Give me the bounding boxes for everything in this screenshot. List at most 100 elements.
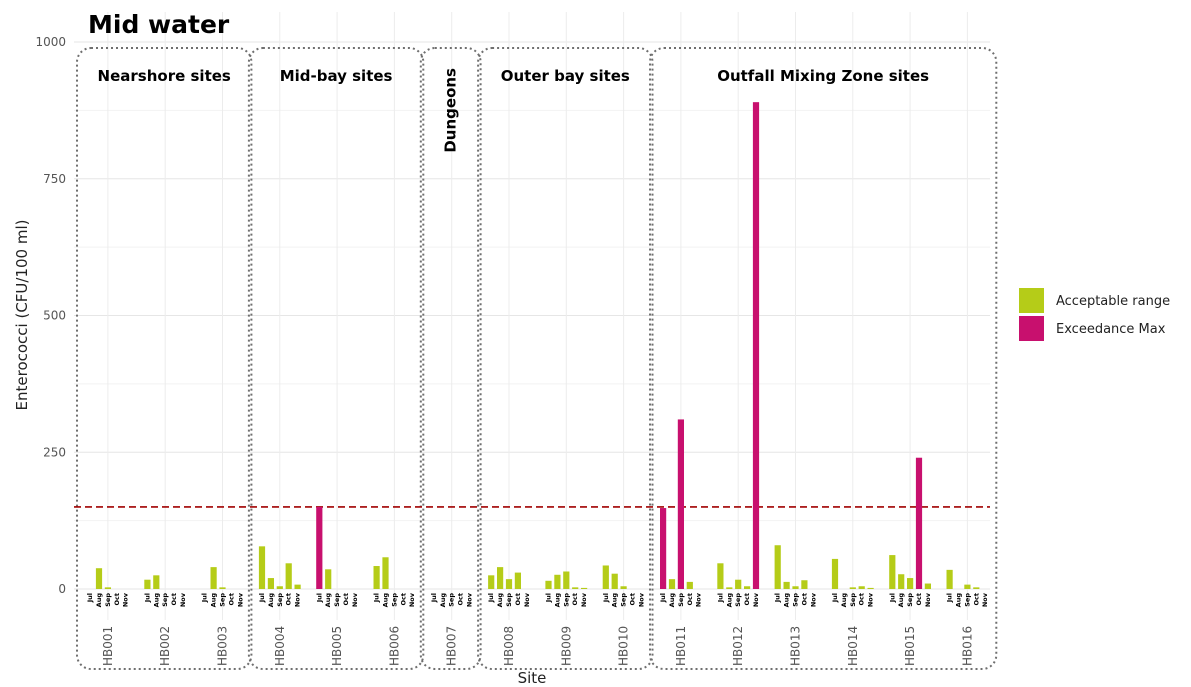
bar-HB011-jul (660, 508, 666, 589)
month-tick-label: Oct (342, 593, 350, 606)
legend: Acceptable range Exceedance Max (1019, 288, 1170, 341)
month-tick-label: Aug (210, 593, 218, 608)
month-tick-label: Aug (668, 593, 676, 608)
site-tick-label: HB012 (731, 626, 745, 666)
month-tick-label: Sep (333, 593, 341, 607)
month-tick-label: Nov (695, 592, 703, 607)
month-tick-label: Nov (466, 592, 474, 607)
bar-HB012-aug (726, 587, 732, 589)
month-tick-label: Sep (390, 593, 398, 607)
month-tick-label: Oct (227, 593, 235, 606)
legend-swatch-acceptable (1019, 288, 1044, 313)
month-tick-label: Sep (963, 593, 971, 607)
bar-HB009-aug (554, 575, 560, 589)
month-tick-label: Jul (258, 593, 266, 603)
month-tick-label: Oct (285, 593, 293, 606)
month-tick-label: Oct (743, 593, 751, 606)
bar-HB016-oct (973, 587, 979, 589)
month-tick-label: Oct (629, 593, 637, 606)
bar-HB009-oct (572, 587, 578, 589)
month-tick-label: Sep (161, 593, 169, 607)
month-tick-label: Aug (382, 593, 390, 608)
bar-layer (96, 102, 980, 589)
month-tick-label: Sep (734, 593, 742, 607)
month-tick-label: Sep (562, 593, 570, 607)
site-tick-label: HB008 (502, 626, 516, 666)
site-tick-label: HB005 (330, 626, 344, 666)
group-panel (650, 48, 996, 669)
month-tick-label: Nov (981, 592, 989, 607)
month-tick-label: Jul (487, 593, 495, 603)
bar-HB004-sep (277, 586, 283, 589)
site-tick-label: HB011 (674, 626, 688, 666)
y-tick-label: 750 (43, 172, 66, 186)
month-tick-label: Nov (637, 592, 645, 607)
group-title: Outfall Mixing Zone sites (717, 67, 929, 85)
bar-HB016-jul (947, 570, 953, 589)
bar-HB001-sep (105, 587, 111, 589)
month-tick-label: Aug (783, 593, 791, 608)
month-tick-label: Aug (897, 593, 905, 608)
month-tick-label: Sep (448, 593, 456, 607)
month-tick-label: Jul (602, 593, 610, 603)
month-tick-label: Jul (315, 593, 323, 603)
bar-HB014-nov (868, 588, 874, 589)
month-tick-label: Jul (201, 593, 209, 603)
bar-HB013-oct (801, 580, 807, 589)
month-tick-label: Aug (611, 593, 619, 608)
site-tick-label: HB015 (903, 626, 917, 666)
month-tick-label: Jul (831, 593, 839, 603)
legend-label-exceedance: Exceedance Max (1056, 322, 1166, 337)
y-tick-label: 250 (43, 445, 66, 459)
month-tick-label: Aug (95, 593, 103, 608)
month-tick-label: Jul (143, 593, 151, 603)
site-tick-label: HB014 (846, 626, 860, 666)
month-tick-label: Aug (439, 593, 447, 608)
bar-HB001-aug (96, 568, 102, 589)
bar-HB014-sep (850, 587, 856, 589)
month-tick-label: Nov (351, 592, 359, 607)
bar-HB015-oct (916, 458, 922, 589)
bar-HB011-sep (678, 419, 684, 589)
bar-HB010-sep (621, 586, 627, 589)
y-axis-label: Enterococci (CFU/100 ml) (13, 220, 31, 411)
month-tick-label: Nov (867, 592, 875, 607)
month-tick-label: Sep (219, 593, 227, 607)
grid-layer (74, 12, 990, 620)
month-tick-label: Nov (294, 592, 302, 607)
month-tick-label: Jul (946, 593, 954, 603)
month-tick-label: Nov (122, 592, 130, 607)
site-tick-label: HB010 (617, 626, 631, 666)
bar-HB012-jul (717, 563, 723, 589)
bar-HB016-sep (964, 585, 970, 589)
group-title: Nearshore sites (98, 67, 231, 85)
month-tick-label: Oct (800, 593, 808, 606)
month-tick-label: Aug (553, 593, 561, 608)
legend-swatch-exceedance (1019, 316, 1044, 341)
bar-HB013-aug (784, 582, 790, 589)
month-tick-label: Sep (792, 593, 800, 607)
bar-HB015-sep (907, 578, 913, 589)
month-tick-label: Nov (752, 592, 760, 607)
bar-HB008-oct (515, 573, 521, 589)
bar-HB009-nov (581, 588, 587, 589)
month-tick-label: Oct (113, 593, 121, 606)
bar-HB006-aug (382, 557, 388, 589)
month-tick-label: Nov (580, 592, 588, 607)
group-panel (77, 48, 251, 669)
y-tick-label: 500 (43, 309, 66, 323)
month-tick-label: Aug (496, 593, 504, 608)
site-tick-label: HB009 (559, 626, 573, 666)
group-title: Outer bay sites (501, 67, 630, 85)
month-tick-label: Oct (170, 593, 178, 606)
site-tick-label: HB004 (273, 626, 287, 666)
site-tick-label: HB001 (101, 626, 115, 666)
bar-HB004-oct (286, 563, 292, 589)
bar-HB008-aug (497, 567, 503, 589)
month-tick-label: Jul (430, 593, 438, 603)
bar-HB012-oct (744, 586, 750, 589)
month-tick-label: Sep (104, 593, 112, 607)
month-tick-label: Oct (457, 593, 465, 606)
